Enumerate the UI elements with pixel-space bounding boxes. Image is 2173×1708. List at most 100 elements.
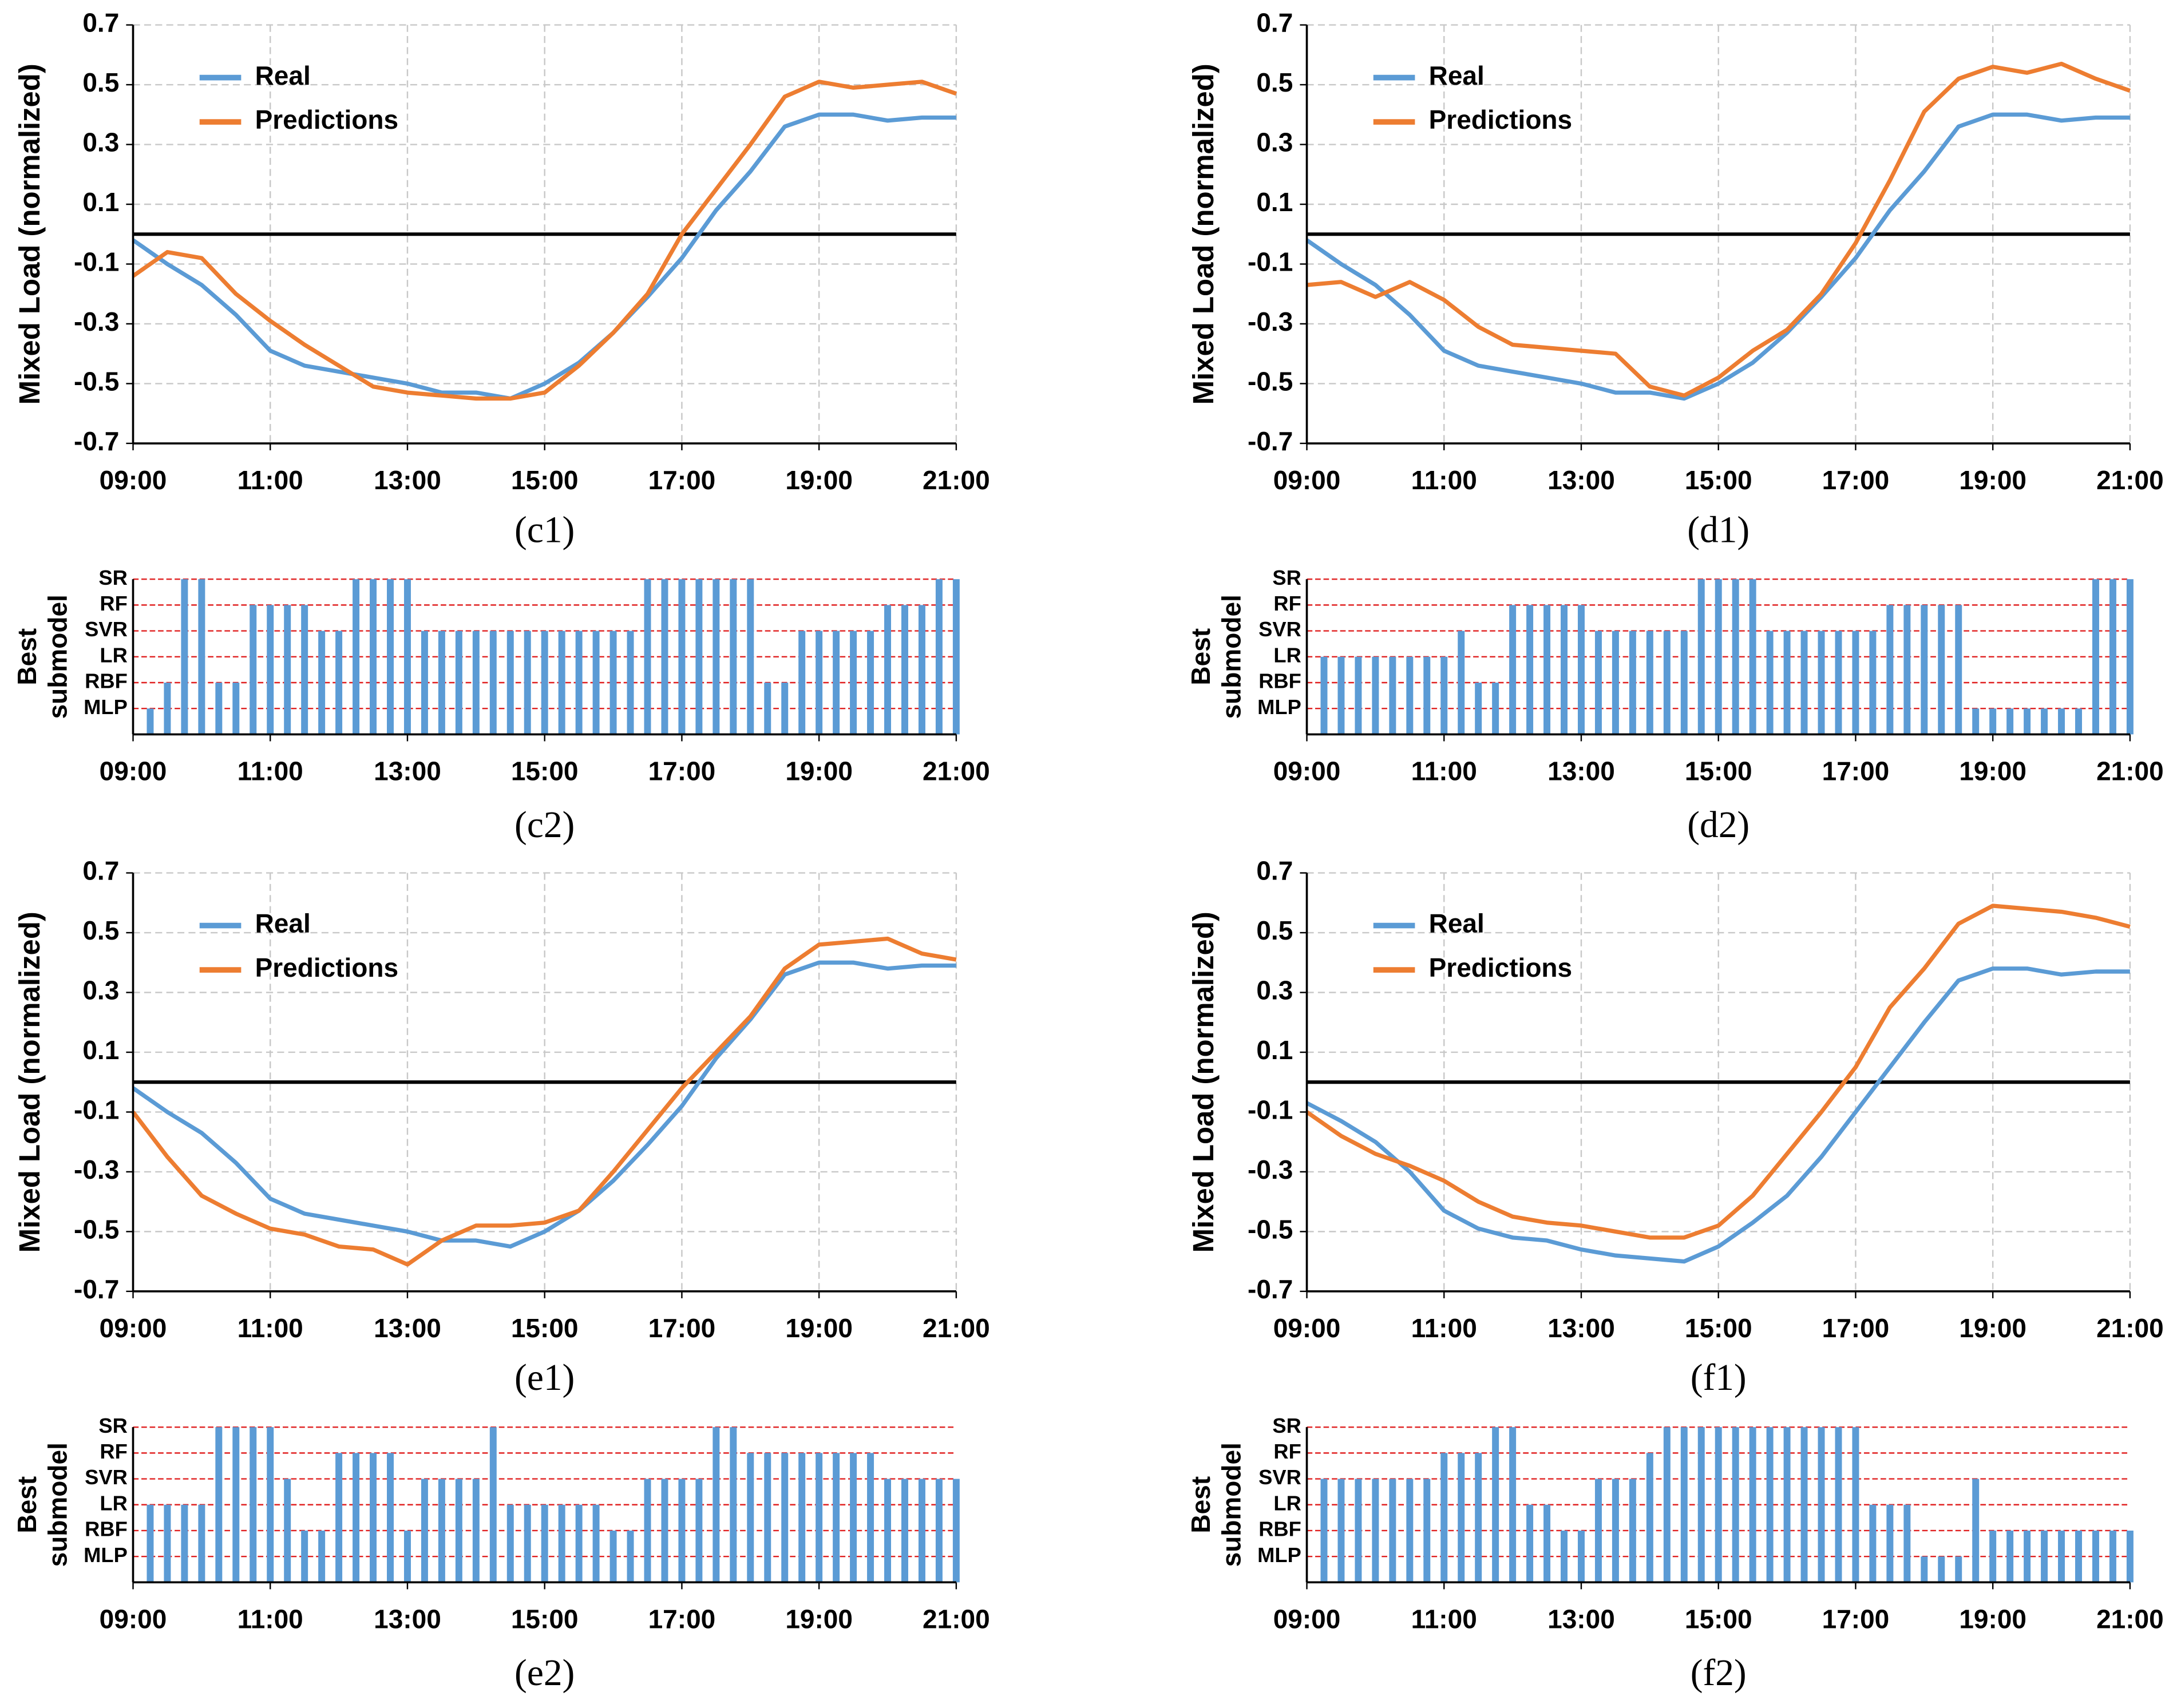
x-tick-label: 19:00 [785, 1604, 853, 1634]
bar [2109, 1530, 2116, 1583]
bar [164, 682, 171, 735]
bar [764, 682, 771, 735]
x-tick-label: 11:00 [1411, 1604, 1477, 1634]
y-tick-label: 0.5 [1256, 916, 1293, 945]
bar [284, 1479, 291, 1583]
bar [335, 1453, 343, 1583]
x-tick-label: 11:00 [238, 1313, 303, 1343]
bar [301, 605, 308, 735]
bar [403, 579, 411, 735]
x-tick-label: 19:00 [1959, 756, 2026, 786]
bar [421, 1479, 428, 1583]
y-tick-label: -0.5 [74, 367, 119, 397]
bar [2075, 708, 2082, 735]
x-tick-label: 15:00 [511, 1604, 579, 1634]
bar [1972, 708, 1980, 735]
y-tick-label: 0.5 [1256, 68, 1293, 97]
panel-label: (f2) [1691, 1652, 1747, 1694]
y-axis-label: Mixed Load (normalized) [1187, 912, 1220, 1253]
bar [798, 631, 806, 735]
y-tick-label: 0.7 [82, 856, 119, 886]
bar [1938, 1556, 1945, 1583]
x-tick-label: 13:00 [374, 1313, 441, 1343]
bar [1972, 1479, 1980, 1583]
bar [935, 579, 943, 735]
x-tick-label: 09:00 [100, 465, 167, 495]
bar [438, 631, 445, 735]
bar [1509, 1427, 1517, 1583]
bar [335, 631, 343, 735]
bar [215, 682, 223, 735]
bar [1543, 1504, 1551, 1583]
x-tick-label: 19:00 [1959, 1604, 2026, 1634]
bar [1594, 631, 1602, 735]
x-tick-label: 09:00 [1273, 1313, 1341, 1343]
x-tick-label: 21:00 [923, 756, 990, 786]
bar [867, 631, 874, 735]
y-axis-label: Best [12, 1476, 42, 1533]
bar [678, 579, 686, 735]
bar [2092, 579, 2099, 735]
x-tick-label: 15:00 [1685, 1604, 1752, 1634]
bar [353, 579, 360, 735]
bar [1835, 1427, 1842, 1583]
y-axis-label: submodel [1216, 595, 1246, 719]
x-tick-label: 15:00 [511, 1313, 579, 1343]
bar [1715, 1427, 1722, 1583]
bar [1458, 1453, 1465, 1583]
x-tick-label: 15:00 [511, 756, 579, 786]
panel-label: (e1) [514, 1357, 575, 1398]
bar [627, 631, 634, 735]
bar [884, 1479, 892, 1583]
bar [1800, 631, 1808, 735]
x-tick-label: 11:00 [238, 756, 303, 786]
bar [524, 631, 531, 735]
bar [1372, 1479, 1379, 1583]
bar [747, 1453, 754, 1583]
bar [1577, 605, 1585, 735]
legend-label: Predictions [1429, 105, 1573, 134]
x-tick-label: 21:00 [2096, 465, 2164, 495]
x-tick-label: 21:00 [2096, 1604, 2164, 1634]
bar [284, 605, 291, 735]
bar [816, 1453, 823, 1583]
bar [1697, 1427, 1705, 1583]
x-tick-label: 09:00 [1273, 465, 1341, 495]
bar [764, 1453, 771, 1583]
y-tick-label: SVR [85, 1465, 128, 1489]
bar [1423, 656, 1431, 735]
bar [1766, 631, 1774, 735]
x-tick-label: 15:00 [1685, 465, 1752, 495]
x-tick-label: 09:00 [1273, 1604, 1341, 1634]
x-tick-label: 19:00 [785, 1313, 853, 1343]
bar [1955, 605, 1962, 735]
bar [1886, 605, 1894, 735]
y-tick-label: 0.1 [82, 1035, 119, 1065]
bar [215, 1427, 223, 1583]
bar [1475, 1453, 1482, 1583]
panel-label: (e2) [514, 1652, 575, 1694]
bar [318, 1530, 326, 1583]
y-tick-label: RF [1273, 592, 1301, 615]
bar [1577, 1530, 1585, 1583]
bar [1629, 631, 1636, 735]
bar [833, 631, 840, 735]
bar [421, 631, 428, 735]
bar [1561, 605, 1568, 735]
y-tick-label: 0.3 [82, 976, 119, 1005]
y-tick-label: -0.3 [1248, 307, 1293, 336]
bar [1372, 656, 1379, 735]
bar [609, 631, 617, 735]
panel-label: (d2) [1687, 805, 1750, 846]
bar [386, 1453, 394, 1583]
x-tick-label: 21:00 [923, 1604, 990, 1634]
y-tick-label: 0.3 [1256, 976, 1293, 1005]
y-tick-label: LR [100, 643, 127, 667]
bar [438, 1479, 445, 1583]
y-tick-label: -0.7 [1248, 426, 1293, 456]
bar [935, 1479, 943, 1583]
y-tick-label: RBF [85, 1517, 128, 1541]
bar [2092, 1530, 2099, 1583]
